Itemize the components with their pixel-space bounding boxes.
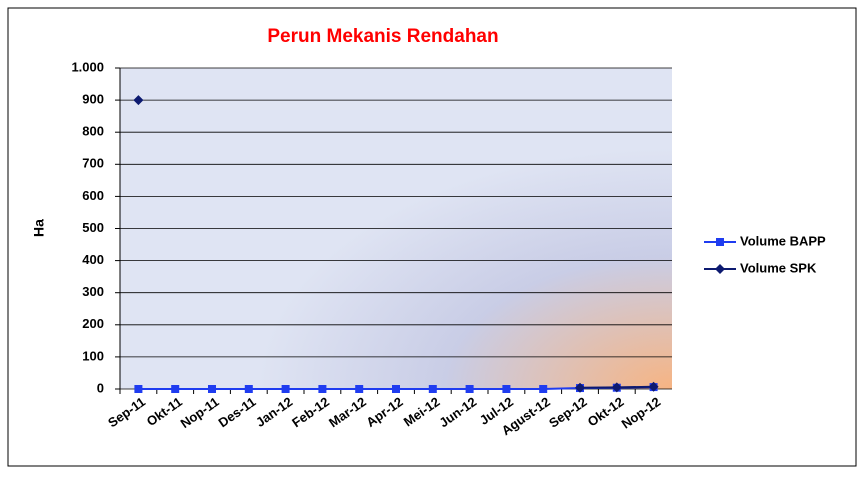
data-point <box>648 381 659 392</box>
data-point <box>134 385 143 393</box>
data-point <box>171 385 180 393</box>
legend-label: Volume BAPP <box>740 233 826 248</box>
data-point <box>539 385 548 393</box>
data-point <box>611 382 622 393</box>
data-point <box>133 95 144 106</box>
y-tick-label: 500 <box>82 220 104 235</box>
y-axis-label: Ha <box>31 219 47 237</box>
data-point <box>392 385 400 393</box>
chart-title: Perun Mekanis Rendahan <box>267 26 498 47</box>
data-point <box>465 385 474 393</box>
data-point <box>318 385 327 393</box>
data-point <box>281 385 290 393</box>
legend-marker <box>716 238 724 246</box>
data-point <box>355 385 364 393</box>
y-tick-label: 0 <box>97 380 104 395</box>
y-tick-label: 700 <box>82 156 104 171</box>
y-tick-label: 400 <box>82 252 104 267</box>
data-point <box>208 385 216 393</box>
y-tick-label: 900 <box>82 92 104 107</box>
y-tick-label: 600 <box>82 188 104 203</box>
legend-label: Volume SPK <box>740 260 817 275</box>
data-point <box>244 385 253 393</box>
y-tick-label: 1.000 <box>71 59 104 74</box>
y-tick-label: 300 <box>82 284 104 299</box>
y-tick-label: 200 <box>82 316 104 331</box>
legend-marker <box>715 264 725 274</box>
data-point <box>428 385 437 393</box>
data-point <box>502 385 511 393</box>
y-tick-label: 800 <box>82 124 104 139</box>
y-tick-label: 100 <box>82 348 104 363</box>
data-point <box>575 382 585 393</box>
